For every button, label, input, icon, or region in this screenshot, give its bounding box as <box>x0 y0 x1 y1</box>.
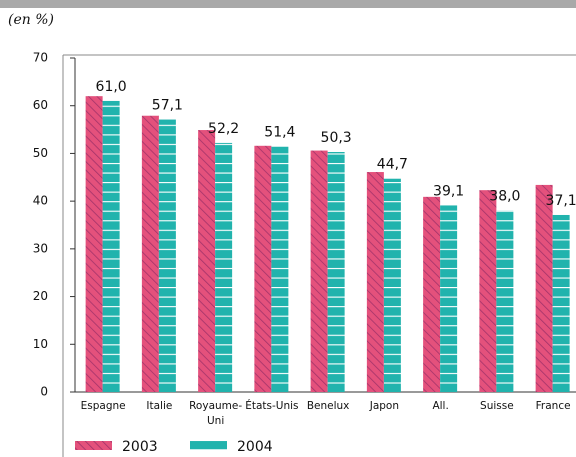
bar <box>198 130 216 392</box>
x-tick-label: Suisse <box>480 400 514 412</box>
bar <box>102 100 120 392</box>
bar <box>440 205 458 392</box>
legend-label: 2003 <box>122 439 158 455</box>
bar <box>383 178 401 392</box>
bar <box>158 119 176 393</box>
y-tick-label: 0 <box>40 385 48 399</box>
x-tick-label: France <box>536 400 571 412</box>
value-label: 38,0 <box>489 189 520 205</box>
y-tick-label: 20 <box>33 289 48 303</box>
bar <box>496 210 514 392</box>
x-tick-label: Royaume-Uni <box>189 400 242 427</box>
bar <box>366 172 384 392</box>
value-label: 44,7 <box>377 157 408 173</box>
bar <box>310 150 328 392</box>
x-tick-label: Japon <box>369 400 399 412</box>
legend-swatch <box>75 441 112 450</box>
value-label: 52,2 <box>208 121 239 137</box>
bar <box>215 142 233 392</box>
y-tick-label: 10 <box>33 337 48 351</box>
value-label: 37,1 <box>546 193 576 209</box>
y-tick-label: 50 <box>33 146 48 160</box>
x-tick-label: Espagne <box>81 400 126 412</box>
x-tick-label: Italie <box>146 400 172 412</box>
bar <box>423 196 441 392</box>
value-label: 50,3 <box>321 130 352 146</box>
bar <box>254 145 272 392</box>
bar <box>85 96 103 393</box>
value-label: 57,1 <box>152 98 183 114</box>
bar <box>552 214 570 392</box>
y-tick-label: 30 <box>33 241 48 255</box>
bar <box>141 115 159 392</box>
x-tick-label: Benelux <box>307 400 350 412</box>
value-label: 51,4 <box>264 125 295 141</box>
y-tick-label: 70 <box>33 51 48 65</box>
header-bar <box>0 0 576 8</box>
bar <box>271 146 289 392</box>
y-tick-label: 40 <box>33 194 48 208</box>
subtitle: (en %) <box>8 12 54 28</box>
x-tick-label: États-Unis <box>245 399 298 412</box>
legend-swatch <box>190 441 227 450</box>
value-label: 61,0 <box>96 79 127 95</box>
bar <box>535 184 553 392</box>
legend-label: 2004 <box>237 439 273 455</box>
bar <box>479 190 497 392</box>
value-label: 39,1 <box>433 183 464 199</box>
y-tick-label: 60 <box>33 98 48 112</box>
x-tick-label: All. <box>432 400 448 412</box>
bar <box>327 151 345 392</box>
